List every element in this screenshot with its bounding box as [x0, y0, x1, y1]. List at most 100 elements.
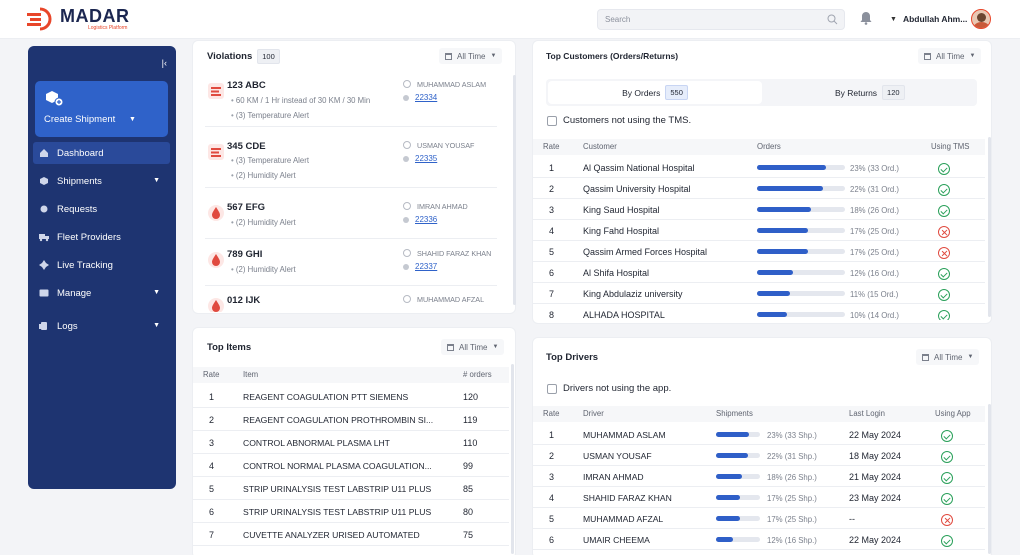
rate-cell: 6 [549, 535, 555, 545]
user-menu[interactable]: ▼ Abdullah Ahm... [890, 9, 992, 29]
orders-cell: 119 [463, 415, 478, 425]
search-input[interactable]: Search [597, 9, 845, 30]
driver-name: SHAHID FARAZ KHAN [403, 249, 491, 258]
driver-name: SHAHID FARAZ KHAN [583, 493, 672, 503]
top-items-title: Top Items [207, 342, 252, 353]
violation-detail: (2) Humidity Alert [231, 265, 296, 274]
table-row[interactable]: 4 SHAHID FARAZ KHAN 17% (25 Shp.) 23 May 20… [533, 487, 985, 508]
collapse-sidebar-icon[interactable]: |‹ [161, 58, 167, 68]
table-row[interactable]: 5 STRIP URINALYSIS TEST LABSTRIP U11 PLUS… [193, 477, 509, 500]
table-row[interactable]: 4 CONTROL NORMAL PLASMA COAGULATION... 99 [193, 454, 509, 477]
table-row[interactable]: 1 REAGENT COAGULATION PTT SIEMENS 120 [193, 385, 509, 408]
driver-id-link[interactable]: 22335 [403, 154, 437, 163]
violation-row[interactable]: 012 IJK MUHAMMAD AFZAL [205, 292, 497, 312]
drivers-not-using-app-checkbox[interactable]: Drivers not using the app. [547, 383, 671, 394]
check-circle-icon [941, 451, 953, 463]
table-row[interactable]: 1 MUHAMMAD ASLAM 23% (33 Shp.) 22 May 2024 [533, 424, 985, 445]
shipments-progress-bar [716, 537, 760, 542]
violations-scrollbar[interactable] [513, 75, 516, 305]
orders-percent: 11% (15 Ord.) [850, 290, 899, 299]
sidebar-item-fleet-providers[interactable]: Fleet Providers [33, 226, 170, 248]
top-items-filter-dropdown[interactable]: All Time ▼ [441, 339, 505, 355]
table-row[interactable]: 2 USMAN YOUSAF 22% (31 Shp.) 18 May 2024 [533, 445, 985, 466]
customer-sort-tabs: By Orders 550 By Returns 120 [546, 79, 977, 106]
search-icon [827, 14, 838, 25]
rate-cell: 4 [549, 493, 555, 503]
orders-cell: 80 [463, 507, 474, 517]
sidebar-item-manage[interactable]: Manage ▼ [33, 282, 170, 304]
sidebar-item-label: Fleet Providers [57, 231, 121, 243]
orders-progress-fill [757, 312, 787, 317]
table-row[interactable]: 2 Qassim University Hospital 22% (31 Ord.) [533, 178, 985, 199]
top-drivers-scrollbar[interactable] [988, 404, 991, 554]
avatar[interactable] [971, 9, 992, 29]
checkbox-icon [547, 383, 557, 394]
table-row[interactable]: 1 Al Qassim National Hospital 23% (33 Ord.… [533, 157, 985, 178]
table-row[interactable]: 6 Al Shifa Hospital 12% (16 Ord.) [533, 262, 985, 283]
driver-name: IMRAN AHMAD [583, 472, 644, 482]
tab-by-returns[interactable]: By Returns 120 [835, 81, 905, 104]
table-row[interactable]: 4 King Fahd Hospital 17% (25 Ord.) [533, 220, 985, 241]
humidity-drop-icon [208, 252, 224, 268]
table-header: Rate Driver Shipments Last Login Using A… [533, 406, 985, 422]
table-row[interactable]: 7 CUVETTE ANALYZER URISED AUTOMATED 75 [193, 523, 509, 546]
shipments-percent: 17% (25 Shp.) [767, 494, 817, 503]
table-row[interactable]: 3 CONTROL ABNORMAL PLASMA LHT 110 [193, 431, 509, 454]
top-customers-scrollbar[interactable] [988, 137, 991, 317]
orders-percent: 22% (31 Ord.) [850, 185, 899, 194]
table-row[interactable]: 6 STRIP URINALYSIS TEST LABSTRIP U11 PLUS… [193, 500, 509, 523]
driver-name: MUHAMMAD ASLAM [583, 430, 666, 440]
top-drivers-filter-dropdown[interactable]: All Time ▼ [916, 349, 980, 365]
driver-id-link[interactable]: 22334 [403, 93, 437, 102]
chevron-down-icon: ▼ [129, 116, 136, 123]
shipments-progress-fill [716, 453, 748, 458]
table-row[interactable]: 2 REAGENT COAGULATION PROTHROMBIN SI... 11… [193, 408, 509, 431]
orders-cell: 110 [463, 438, 478, 448]
violation-row[interactable]: 345 CDE (3) Temperature Alert (2) Humidi… [205, 138, 497, 188]
top-customers-filter-dropdown[interactable]: All Time ▼ [918, 48, 982, 64]
orders-progress-bar [757, 186, 845, 191]
madar-logo[interactable]: MADAR Logistics Platform [26, 7, 130, 31]
humidity-drop-icon [208, 205, 224, 221]
top-drivers-card: Top Drivers All Time ▼ Drivers not using … [532, 337, 992, 555]
driver-id-link[interactable]: 22336 [403, 215, 437, 224]
violation-row[interactable]: 123 ABC 60 KM / 1 Hr instead of 30 KM / … [205, 77, 497, 127]
table-row[interactable]: 7 King Abdulaziz university 11% (15 Ord.) [533, 283, 985, 304]
orders-percent: 18% (26 Ord.) [850, 206, 899, 215]
check-circle-icon [938, 163, 950, 175]
customers-not-using-tms-checkbox[interactable]: Customers not using the TMS. [547, 115, 691, 126]
orders-percent: 17% (25 Ord.) [850, 248, 899, 257]
box-icon [39, 176, 49, 186]
brand-name: MADAR [60, 5, 130, 26]
violation-row[interactable]: 789 GHI (2) Humidity Alert SHAHID FARAZ … [205, 246, 497, 286]
top-items-scrollbar[interactable] [511, 364, 514, 554]
shipments-progress-bar [716, 453, 760, 458]
driver-id-link[interactable]: 22337 [403, 262, 437, 271]
violations-filter-dropdown[interactable]: All Time ▼ [439, 48, 503, 64]
tab-by-orders[interactable]: By Orders 550 [548, 81, 762, 104]
table-row[interactable]: 8 ALHADA HOSPITAL 10% (14 Ord.) [533, 304, 985, 320]
sidebar-item-requests[interactable]: Requests [33, 198, 170, 220]
create-shipment-button[interactable]: Create Shipment ▼ [35, 81, 168, 137]
sidebar-item-dashboard[interactable]: Dashboard [33, 142, 170, 164]
orders-progress-bar [757, 312, 845, 317]
sidebar-item-shipments[interactable]: Shipments ▼ [33, 170, 170, 192]
sidebar-item-live-tracking[interactable]: Live Tracking [33, 254, 170, 276]
sidebar-item-logs[interactable]: Logs ▼ [33, 315, 170, 337]
table-row[interactable]: 6 UMAIR CHEEMA 12% (16 Shp.) 22 May 2024 [533, 529, 985, 550]
column-header: Shipments [716, 409, 753, 418]
orders-cell: 85 [463, 484, 474, 494]
table-row[interactable]: 3 IMRAN AHMAD 18% (26 Shp.) 21 May 2024 [533, 466, 985, 487]
bell-icon[interactable] [860, 11, 872, 25]
truck-icon [39, 232, 49, 242]
last-login: 23 May 2024 [849, 493, 902, 503]
violation-row[interactable]: 567 EFG (2) Humidity Alert IMRAN AHMAD 2… [205, 199, 497, 239]
table-row[interactable]: 5 Qassim Armed Forces Hospital 17% (25 Ord… [533, 241, 985, 262]
table-header: Rate Item # orders [193, 367, 509, 383]
orders-cell: 75 [463, 530, 474, 540]
table-row[interactable]: 3 King Saud Hospital 18% (26 Ord.) [533, 199, 985, 220]
customer-name: King Saud Hospital [583, 205, 660, 215]
vehicle-plate: 345 CDE [227, 141, 266, 152]
table-row[interactable]: 5 MUHAMMAD AFZAL 17% (25 Shp.) -- [533, 508, 985, 529]
